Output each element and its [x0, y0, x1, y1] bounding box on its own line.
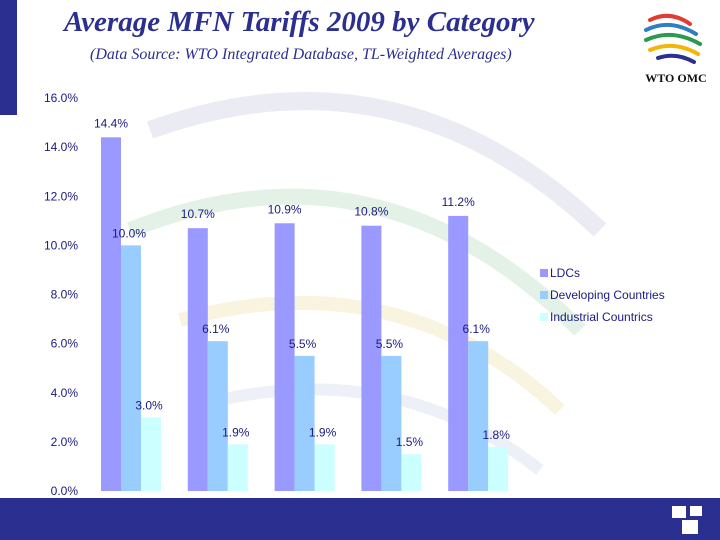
data-label: 5.5%: [376, 337, 404, 351]
data-label: 1.9%: [222, 425, 250, 439]
bar-apc-series-1: [101, 137, 121, 492]
y-tick-label: 16.0%: [44, 91, 78, 105]
page-subtitle: (Data Source: WTO Integrated Database, T…: [90, 46, 512, 63]
bar-wm-series-3: [314, 444, 335, 491]
legend-swatch: [540, 291, 548, 299]
bar-oth-series-3: [488, 446, 509, 491]
wto-logo-text: WTO OMC: [645, 71, 706, 85]
y-tick-label: 12.0%: [44, 189, 78, 203]
bottom-accent-bar: [0, 498, 720, 540]
bar-wm-series-1: [274, 223, 295, 492]
page-title: Average MFN Tariffs 2009 by Category: [64, 6, 535, 38]
y-tick-label: 8.0%: [51, 288, 79, 302]
y-tick-label: 6.0%: [51, 337, 79, 351]
data-label: 14.4%: [94, 116, 128, 130]
bar-re-series-2: [207, 341, 228, 491]
legend-entry: Developing Countries: [550, 288, 665, 302]
legend-entry: LDCs: [550, 266, 580, 280]
data-label: 1.5%: [396, 435, 424, 449]
legend-entry: Industrial Countrics: [550, 310, 653, 324]
legend-swatch: [540, 313, 548, 321]
bar-et-series-1: [361, 225, 382, 491]
bar-et-series-2: [381, 355, 402, 491]
y-tick-label: 4.0%: [51, 386, 79, 400]
wto-logo-icon: WTO OMC: [644, 13, 707, 85]
data-label: 3.0%: [135, 398, 163, 412]
bar-wm-series-2: [294, 355, 315, 491]
bar-re-series-3: [227, 444, 248, 491]
data-label: 10.8%: [354, 205, 388, 219]
data-label: 6.1%: [202, 322, 230, 336]
data-label: 5.5%: [289, 337, 317, 351]
y-tick-label: 14.0%: [44, 140, 78, 154]
data-label: 10.0%: [112, 226, 146, 240]
y-tick-label: 0.0%: [51, 484, 79, 498]
left-accent-bar: [0, 0, 17, 115]
bar-apc-series-2: [121, 245, 141, 491]
bar-oth-series-2: [468, 341, 489, 491]
bar-et-series-3: [401, 454, 422, 491]
data-label: 1.8%: [483, 428, 511, 442]
bar-oth-series-1: [448, 215, 469, 491]
corner-squares-icon: [672, 506, 702, 534]
y-tick-label: 2.0%: [51, 435, 79, 449]
bar-apc-series-3: [141, 417, 161, 491]
y-tick-label: 10.0%: [44, 238, 78, 252]
bar-re-series-1: [187, 228, 208, 491]
legend-swatch: [540, 269, 548, 277]
data-label: 10.9%: [268, 202, 302, 216]
data-label: 6.1%: [463, 322, 491, 336]
data-label: 10.7%: [181, 207, 215, 221]
data-label: 11.2%: [442, 195, 475, 209]
data-label: 1.9%: [309, 425, 337, 439]
